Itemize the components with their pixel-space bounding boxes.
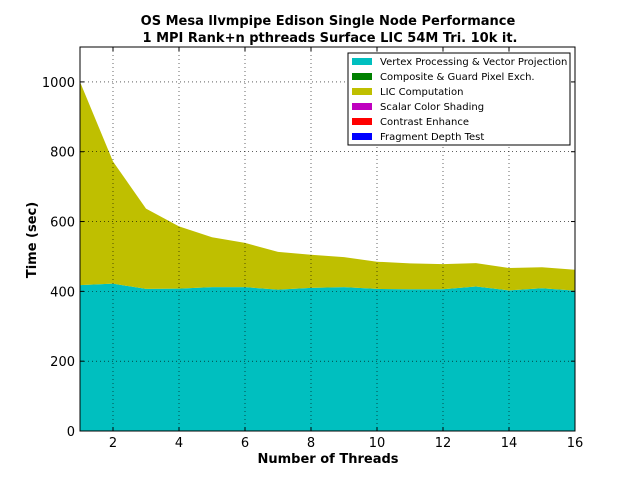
x-axis-label: Number of Threads — [257, 452, 398, 467]
x-tick-label: 2 — [109, 436, 117, 451]
x-axis-ticks: 2 4 6 8 10 12 14 16 — [109, 47, 583, 451]
legend-swatch — [352, 103, 372, 110]
legend-label: Scalar Color Shading — [380, 102, 484, 113]
plot-areas — [80, 81, 575, 431]
area-series-0 — [80, 283, 575, 431]
chart-subtitle: 1 MPI Rank+n pthreads Surface LIC 54M Tr… — [143, 31, 518, 46]
y-tick-label: 200 — [50, 355, 75, 370]
x-tick-label: 12 — [435, 436, 452, 451]
y-axis-label: Time (sec) — [25, 202, 40, 278]
legend-swatch — [352, 133, 372, 140]
y-tick-label: 800 — [50, 146, 75, 161]
area-series-2 — [80, 81, 575, 291]
legend-label: LIC Computation — [380, 87, 463, 98]
y-tick-label: 1000 — [42, 76, 75, 91]
x-tick-label: 6 — [241, 436, 249, 451]
x-tick-label: 8 — [307, 436, 315, 451]
legend-label: Fragment Depth Test — [380, 132, 484, 143]
y-axis-ticks: 0 200 400 600 800 1000 — [42, 76, 575, 440]
x-tick-label: 10 — [369, 436, 386, 451]
plot-frame — [79, 46, 576, 432]
chart-title: OS Mesa llvmpipe Edison Single Node Perf… — [141, 14, 516, 29]
y-tick-label: 400 — [50, 285, 75, 300]
legend-swatch — [352, 58, 372, 65]
legend-swatch — [352, 88, 372, 95]
legend-label: Vertex Processing & Vector Projection — [380, 57, 567, 68]
x-tick-label: 16 — [567, 436, 584, 451]
legend-box — [347, 52, 571, 146]
y-tick-label: 0 — [67, 425, 75, 440]
y-tick-label: 600 — [50, 216, 75, 231]
legend-swatch — [352, 73, 372, 80]
legend-swatch — [352, 118, 372, 125]
x-tick-label: 4 — [175, 436, 183, 451]
legend-label: Composite & Guard Pixel Exch. — [380, 72, 535, 83]
legend-label: Contrast Enhance — [380, 117, 469, 128]
legend: Vertex Processing & Vector Projection Com… — [347, 52, 571, 146]
x-tick-label: 14 — [501, 436, 518, 451]
